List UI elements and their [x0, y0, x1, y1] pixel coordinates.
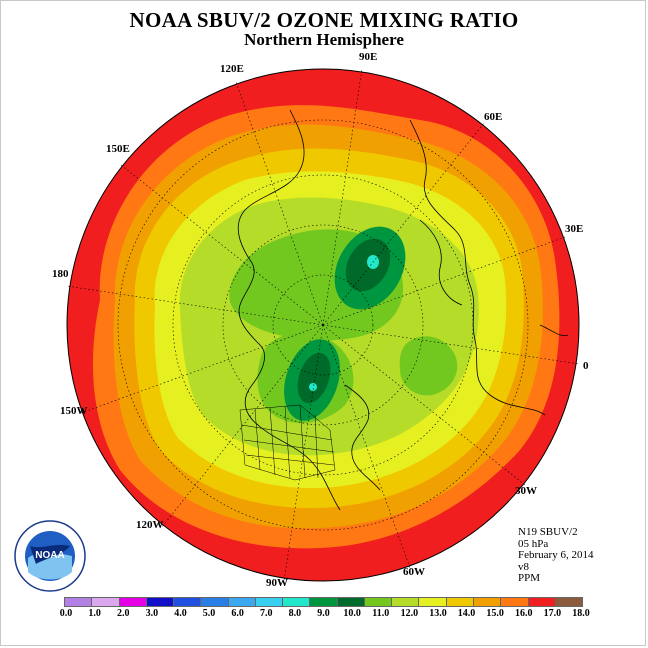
legend-tick-label: 4.0: [174, 608, 187, 619]
map-subtitle: Northern Hemisphere: [244, 30, 404, 49]
legend-swatch: [174, 598, 202, 606]
legend-tick-label: 13.0: [429, 608, 447, 619]
legend-swatch: [501, 598, 529, 606]
legend-swatch: [419, 598, 447, 606]
legend-swatch: [392, 598, 420, 606]
legend-swatch: [228, 598, 256, 606]
legend-tick-label: 3.0: [145, 608, 159, 619]
satellite-label: N19 SBUV/2: [518, 526, 578, 538]
legend-swatch: [201, 598, 229, 606]
ozone-max-south-peak: [309, 383, 317, 391]
legend-tick-label: 12.0: [400, 608, 419, 619]
lon-label-150e: 150E: [106, 143, 130, 155]
legend-tick-label: 0.0: [59, 608, 73, 619]
legend-swatch: [364, 598, 393, 606]
legend-swatch: [283, 598, 311, 606]
product-info: N19 SBUV/2 05 hPa February 6, 2014 v8 PP…: [518, 526, 594, 585]
us-state-boundaries: [239, 404, 336, 481]
algorithm-version: v8: [518, 560, 529, 573]
legend-swatch: [119, 598, 147, 606]
lon-label-30w: 30W: [515, 485, 537, 497]
legend-tick-label: 9.0: [317, 608, 330, 619]
color-legend-bar: [64, 597, 583, 607]
legend-tick-label: 6.0: [231, 608, 244, 619]
legend-tick-label: 10.0: [343, 608, 361, 619]
legend-tick-label: 16.0: [515, 608, 533, 619]
band-11-12-east: [399, 336, 458, 396]
pressure-level: 05 hPa: [518, 537, 549, 550]
noaa-logo-icon: NOAA: [14, 520, 86, 592]
legend-tick-label: 11.0: [372, 608, 390, 619]
color-legend-ticks: 0.0 1.0 2.0 3.0 4.0 5.0 6.0 7.0 8.0 9.0 10.0 11.0 12…: [0, 608, 648, 622]
legend-swatch: [92, 598, 120, 606]
lon-label-180: 180: [52, 268, 69, 280]
legend-swatch: [473, 598, 502, 606]
graticule: [66, 68, 580, 582]
lon-label-90e: 90E: [359, 51, 378, 63]
units-label: PPM: [518, 572, 541, 584]
lon-label-90w: 90W: [266, 577, 288, 589]
legend-swatch: [446, 598, 474, 606]
map-title: NOAA SBUV/2 OZONE MIXING RATIO: [129, 8, 519, 32]
legend-swatch: [337, 598, 365, 606]
legend-swatch: [65, 598, 93, 606]
legend-tick-label: 2.0: [116, 608, 130, 619]
legend-tick-label: 5.0: [202, 608, 216, 619]
lon-label-120e: 120E: [220, 63, 244, 75]
legend-swatch: [310, 598, 338, 606]
observation-date: February 6, 2014: [518, 549, 594, 561]
legend-swatch: [555, 598, 583, 606]
coastlines: [237, 109, 569, 511]
legend-tick-label: 7.0: [260, 608, 273, 619]
map-boundary: [66, 68, 580, 582]
legend-tick-label: 15.0: [486, 608, 504, 619]
lon-label-30e: 30E: [565, 223, 584, 235]
legend-tick-label: 18.0: [572, 608, 590, 619]
lon-label-60w: 60W: [403, 566, 425, 578]
lon-label-120w: 120W: [136, 519, 164, 531]
legend-tick-label: 14.0: [457, 608, 476, 619]
lon-label-60e: 60E: [484, 111, 503, 123]
lon-label-150w: 150W: [60, 405, 88, 417]
ozone-max-south-core: [297, 352, 331, 404]
legend-swatch: [255, 598, 284, 606]
legend-tick-label: 17.0: [543, 608, 562, 619]
legend-tick-label: 8.0: [288, 608, 302, 619]
legend-swatch: [146, 598, 175, 606]
lon-label-0: 0: [583, 360, 589, 372]
noaa-logo-text: NOAA: [35, 550, 64, 561]
legend-tick-label: 1.0: [88, 608, 101, 619]
legend-swatch: [528, 598, 556, 606]
